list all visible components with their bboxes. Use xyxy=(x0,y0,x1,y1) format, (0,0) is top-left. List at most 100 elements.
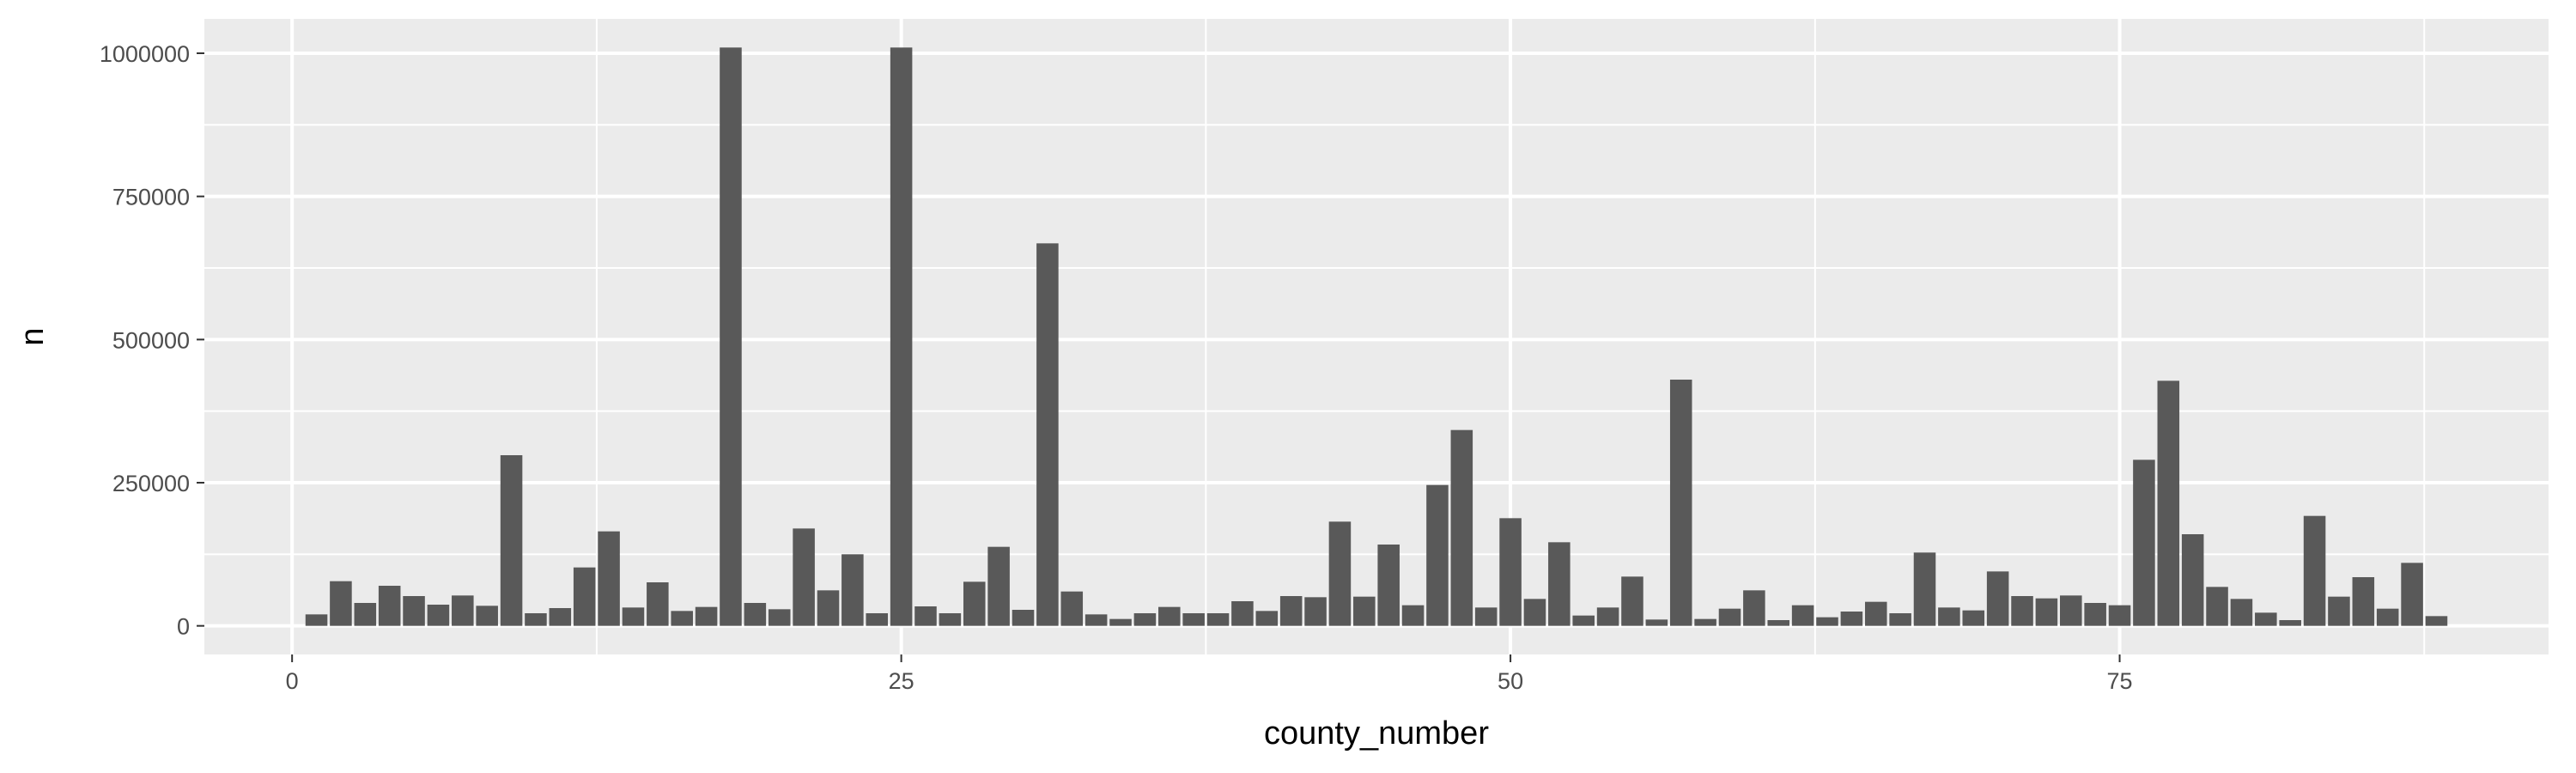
bar-county-57 xyxy=(1669,380,1692,626)
bar-county-34 xyxy=(1109,618,1132,626)
bar-county-29 xyxy=(987,546,1010,626)
bar-county-24 xyxy=(866,613,889,626)
bar-county-79 xyxy=(2206,587,2228,626)
bar-county-49 xyxy=(1474,607,1498,626)
bar-county-30 xyxy=(1012,610,1035,626)
x-axis-title: county_number xyxy=(1264,715,1489,752)
bar-county-62 xyxy=(1791,605,1814,626)
x-tick-label-2: 50 xyxy=(1498,668,1523,694)
bar-county-21 xyxy=(793,528,815,626)
bar-county-74 xyxy=(2084,603,2106,626)
x-axis: 0 25 50 75 xyxy=(286,654,2133,694)
bar-county-82 xyxy=(2279,620,2301,626)
bar-county-20 xyxy=(768,609,791,626)
bar-county-80 xyxy=(2230,599,2253,626)
bar-county-75 xyxy=(2108,605,2131,626)
bar-county-28 xyxy=(963,581,986,626)
bar-county-31 xyxy=(1036,243,1059,626)
bar-county-25 xyxy=(890,47,913,626)
bar-county-4 xyxy=(378,586,401,626)
bar-county-56 xyxy=(1645,619,1668,626)
bar-county-60 xyxy=(1743,590,1765,626)
bar-county-11 xyxy=(549,608,572,626)
bar-county-18 xyxy=(720,47,742,626)
bar-county-26 xyxy=(914,606,937,626)
bar-county-68 xyxy=(1938,607,1960,626)
bar-county-51 xyxy=(1523,599,1546,626)
bar-county-37 xyxy=(1182,613,1205,626)
y-axis: 0 250000 500000 750000 1000000 xyxy=(100,41,204,640)
bar-county-44 xyxy=(1353,596,1376,626)
bar-county-10 xyxy=(525,613,547,626)
bar-county-55 xyxy=(1621,576,1643,626)
bar-county-58 xyxy=(1694,618,1716,626)
bar-county-78 xyxy=(2181,534,2204,626)
bar-county-32 xyxy=(1060,591,1084,626)
bar-county-64 xyxy=(1840,612,1863,626)
bar-county-40 xyxy=(1255,611,1279,626)
bar-county-14 xyxy=(622,607,645,626)
bar-county-38 xyxy=(1206,613,1230,626)
bar-county-5 xyxy=(403,596,425,626)
bar-county-59 xyxy=(1718,608,1741,626)
y-axis-title: n xyxy=(15,327,51,345)
bar-county-65 xyxy=(1864,601,1887,626)
bar-county-85 xyxy=(2352,577,2375,626)
bar-county-72 xyxy=(2035,598,2058,626)
bar-county-54 xyxy=(1596,607,1619,626)
bar-county-41 xyxy=(1279,596,1303,626)
bar-county-88 xyxy=(2425,616,2448,626)
bar-county-73 xyxy=(2060,595,2082,626)
bar-county-47 xyxy=(1426,484,1449,626)
bar-county-61 xyxy=(1767,620,1790,626)
bar-county-22 xyxy=(817,590,840,626)
bar-county-71 xyxy=(2011,596,2033,626)
x-tick-label-3: 75 xyxy=(2107,668,2133,694)
bar-county-87 xyxy=(2401,563,2423,626)
bar-county-8 xyxy=(476,606,498,626)
x-tick-label-1: 25 xyxy=(889,668,914,694)
bar-county-53 xyxy=(1572,615,1595,626)
bar-county-16 xyxy=(671,611,693,626)
bar-county-81 xyxy=(2255,612,2277,626)
bar-county-6 xyxy=(427,605,450,626)
bar-county-86 xyxy=(2376,608,2399,626)
y-tick-label-4: 1000000 xyxy=(100,41,190,67)
bar-county-42 xyxy=(1304,597,1327,626)
y-tick-label-2: 500000 xyxy=(112,327,190,353)
bar-county-69 xyxy=(1962,610,1985,626)
bar-county-43 xyxy=(1328,521,1352,626)
bar-county-23 xyxy=(841,554,864,626)
bar-county-9 xyxy=(500,455,523,626)
y-tick-label-0: 0 xyxy=(177,614,190,640)
bar-county-46 xyxy=(1401,605,1425,626)
y-tick-label-3: 750000 xyxy=(112,185,190,210)
bar-county-52 xyxy=(1548,542,1571,626)
bar-county-39 xyxy=(1231,601,1254,626)
bars xyxy=(305,47,2448,626)
bar-county-77 xyxy=(2157,380,2180,626)
bar-county-66 xyxy=(1889,613,1911,626)
bar-county-76 xyxy=(2133,460,2155,626)
bar-county-2 xyxy=(330,581,352,626)
bar-county-13 xyxy=(598,531,620,626)
bar-county-1 xyxy=(305,614,328,626)
bar-county-3 xyxy=(354,603,377,626)
bar-county-15 xyxy=(647,582,669,626)
y-tick-label-1: 250000 xyxy=(112,471,190,496)
bar-county-35 xyxy=(1133,613,1157,626)
bar-county-84 xyxy=(2328,596,2350,626)
bar-county-33 xyxy=(1084,614,1108,626)
bar-county-19 xyxy=(744,603,767,626)
bar-county-50 xyxy=(1499,518,1522,626)
bar-county-83 xyxy=(2303,515,2326,626)
bar-county-67 xyxy=(1913,552,1936,626)
bar-county-70 xyxy=(1986,571,2009,626)
bar-county-36 xyxy=(1158,606,1181,626)
bar-county-48 xyxy=(1450,429,1473,626)
bar-county-27 xyxy=(939,613,962,626)
bar-county-17 xyxy=(695,606,718,626)
bar-county-7 xyxy=(452,595,474,626)
x-tick-label-0: 0 xyxy=(286,668,299,694)
